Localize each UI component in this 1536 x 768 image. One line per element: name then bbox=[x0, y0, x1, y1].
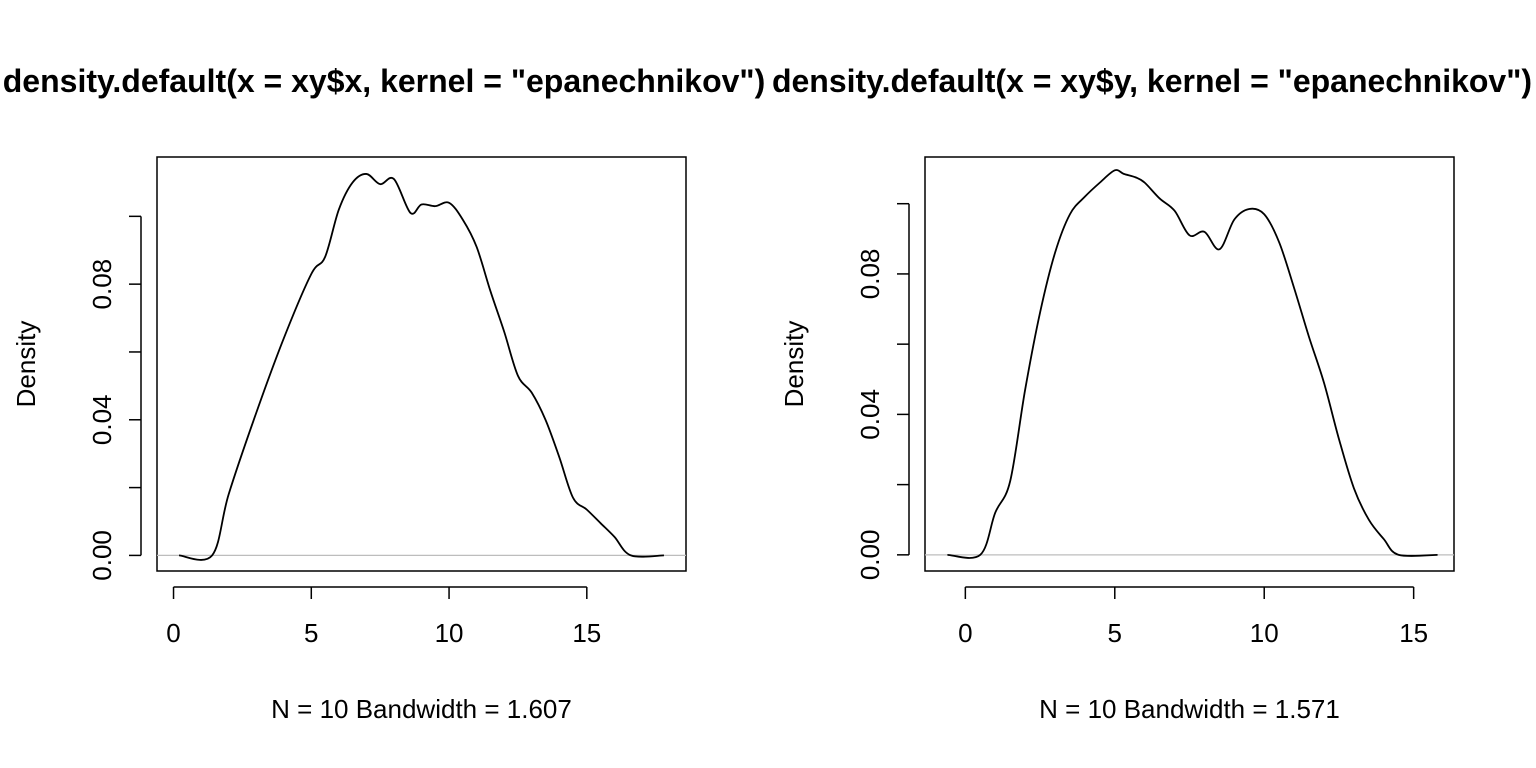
y-tick-label: 0.00 bbox=[855, 530, 885, 581]
x-tick-label: 0 bbox=[166, 618, 180, 648]
density-panel-1: density.default(x = xy$x, kernel = "epan… bbox=[3, 63, 765, 724]
x-tick-label: 10 bbox=[1250, 618, 1279, 648]
y-tick-label: 0.04 bbox=[87, 394, 117, 445]
chart-title: density.default(x = xy$x, kernel = "epan… bbox=[3, 63, 765, 99]
x-tick-label: 15 bbox=[572, 618, 601, 648]
y-tick-label: 0.04 bbox=[855, 389, 885, 440]
density-panel-2: density.default(x = xy$y, kernel = "epan… bbox=[772, 63, 1532, 724]
chart-title: density.default(x = xy$y, kernel = "epan… bbox=[772, 63, 1532, 99]
x-axis-label: N = 10 Bandwidth = 1.607 bbox=[271, 694, 572, 724]
y-axis-label: Density bbox=[779, 321, 809, 408]
plot-frame bbox=[156, 156, 687, 572]
plot-frame bbox=[924, 156, 1455, 572]
x-tick-label: 5 bbox=[304, 618, 318, 648]
x-axis-label: N = 10 Bandwidth = 1.571 bbox=[1039, 694, 1340, 724]
x-tick-label: 5 bbox=[1108, 618, 1122, 648]
y-axis-label: Density bbox=[11, 321, 41, 408]
y-tick-label: 0.00 bbox=[87, 530, 117, 581]
density-curve bbox=[947, 169, 1438, 559]
y-tick-label: 0.08 bbox=[855, 249, 885, 300]
y-tick-label: 0.08 bbox=[87, 259, 117, 310]
x-tick-label: 0 bbox=[958, 618, 972, 648]
x-tick-label: 10 bbox=[435, 618, 464, 648]
density-curve bbox=[178, 173, 664, 561]
x-tick-label: 15 bbox=[1399, 618, 1428, 648]
